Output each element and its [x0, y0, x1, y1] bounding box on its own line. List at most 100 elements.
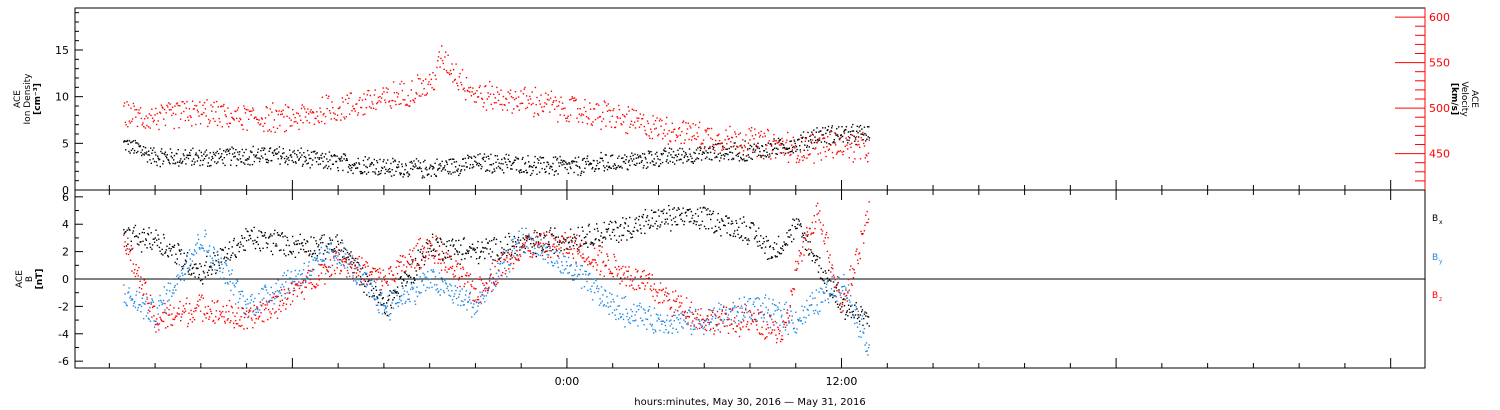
- bz-point: [415, 245, 417, 247]
- bx-point: [141, 231, 143, 234]
- bx-point: [177, 243, 179, 245]
- bx-point: [443, 243, 445, 245]
- velocity-point: [379, 95, 381, 98]
- velocity-point: [135, 109, 138, 111]
- by-point: [265, 289, 268, 291]
- bx-point: [699, 227, 701, 230]
- bx-point: [178, 244, 180, 246]
- bx-point: [155, 229, 157, 231]
- density-point: [242, 155, 244, 157]
- by-point: [712, 315, 714, 318]
- density-point: [567, 172, 570, 174]
- bz-point: [376, 279, 378, 281]
- velocity-point: [308, 113, 310, 115]
- by-point: [320, 246, 323, 249]
- density-point: [663, 150, 666, 152]
- velocity-point: [304, 116, 307, 118]
- bx-point: [556, 250, 558, 252]
- density-point: [292, 151, 294, 153]
- bx-point: [240, 243, 242, 246]
- density-point: [402, 176, 404, 178]
- bx-point: [835, 287, 837, 289]
- by-point: [801, 323, 804, 325]
- by-point: [290, 271, 292, 273]
- density-point: [290, 154, 292, 156]
- by-point: [283, 286, 285, 288]
- density-point: [796, 148, 798, 151]
- by-point: [219, 277, 222, 280]
- velocity-point: [680, 142, 682, 145]
- velocity-point: [193, 108, 195, 110]
- velocity-point: [758, 132, 760, 134]
- bx-point: [270, 250, 272, 252]
- bx-point: [649, 226, 651, 228]
- bx-point: [357, 262, 360, 264]
- bx-point: [729, 234, 731, 236]
- by-point: [280, 295, 283, 297]
- velocity-point: [437, 60, 439, 62]
- by-point: [757, 297, 759, 299]
- velocity-point: [316, 111, 318, 113]
- density-point: [424, 159, 426, 162]
- bz-point: [134, 275, 137, 278]
- density-point: [681, 148, 684, 150]
- by-point: [560, 272, 562, 274]
- bz-point: [481, 294, 483, 296]
- bx-point: [791, 224, 793, 227]
- bx-point: [747, 243, 749, 245]
- density-point: [408, 173, 410, 175]
- by-point: [742, 318, 744, 320]
- bx-point: [357, 269, 359, 271]
- density-point: [296, 156, 299, 158]
- density-point: [399, 173, 402, 176]
- density-point: [593, 160, 595, 162]
- bx-point: [675, 224, 677, 226]
- by-point: [632, 320, 634, 322]
- bx-point: [377, 297, 379, 299]
- bz-point: [195, 307, 198, 309]
- by-point: [594, 278, 596, 280]
- velocity-point: [784, 148, 786, 150]
- bz-point: [220, 312, 222, 314]
- by-point: [192, 253, 194, 256]
- density-point: [859, 130, 861, 132]
- by-point: [797, 320, 800, 322]
- bx-point: [797, 223, 799, 226]
- density-point: [269, 147, 272, 149]
- bx-point: [808, 254, 810, 256]
- bx-point: [775, 256, 777, 258]
- velocity-point: [493, 102, 496, 104]
- density-point: [365, 165, 367, 168]
- density-point: [367, 158, 369, 161]
- velocity-point: [769, 155, 771, 157]
- velocity-point: [723, 146, 726, 149]
- by-point: [812, 310, 815, 312]
- by-point: [385, 306, 387, 308]
- by-point: [374, 298, 376, 300]
- by-point: [376, 298, 378, 300]
- bx-point: [486, 248, 488, 250]
- bx-point: [294, 243, 296, 246]
- velocity-point: [286, 115, 288, 117]
- density-point: [381, 167, 384, 170]
- by-point: [758, 298, 761, 300]
- bx-point: [659, 224, 662, 226]
- velocity-point: [598, 104, 600, 106]
- by-point: [602, 305, 605, 307]
- density-point: [651, 154, 653, 156]
- by-point: [664, 321, 666, 323]
- velocity-point: [662, 132, 665, 135]
- bz-point: [338, 253, 340, 255]
- bx-point: [143, 228, 145, 230]
- velocity-point: [840, 136, 842, 138]
- density-point: [621, 167, 623, 169]
- velocity-point: [691, 135, 694, 138]
- velocity-point: [386, 91, 388, 94]
- by-point: [476, 310, 478, 312]
- bz-point: [476, 299, 478, 301]
- by-point: [512, 238, 514, 241]
- bx-point: [777, 251, 779, 253]
- density-point: [816, 127, 818, 129]
- by-point: [162, 299, 165, 302]
- by-point: [578, 274, 581, 276]
